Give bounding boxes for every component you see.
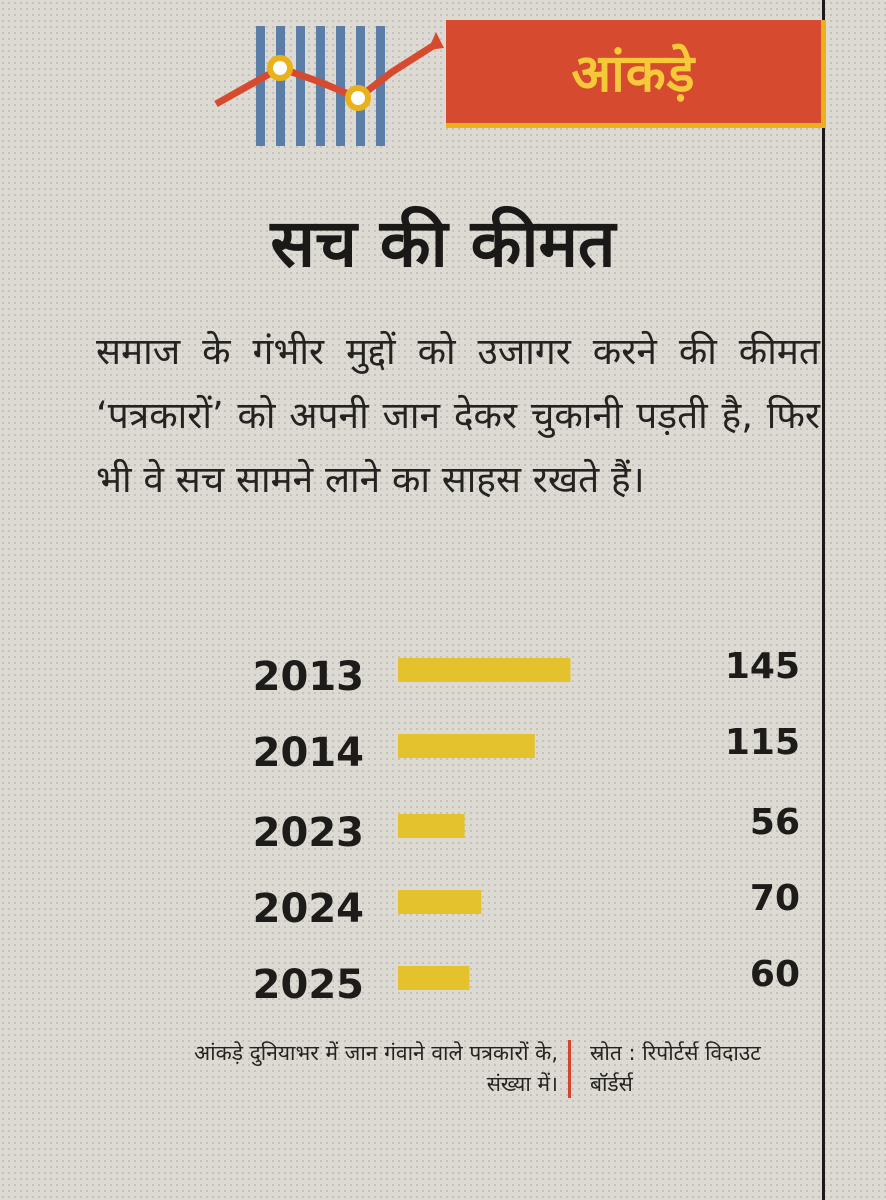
section-tag: आंकड़े [446, 20, 826, 128]
value-label: 60 [750, 954, 800, 995]
footer-divider [568, 1040, 571, 1098]
value-label: 70 [750, 878, 800, 919]
source-credit: स्रोत : रिपोर्टर्स विदाउट बॉर्डर्स [590, 1041, 761, 1096]
year-label: 2025 [253, 962, 364, 1008]
chart-footnote: आंकड़े दुनियाभर में जान गंवाने वाले पत्र… [194, 1041, 558, 1096]
bar [398, 966, 470, 990]
year-label: 2024 [253, 886, 364, 932]
value-label: 56 [750, 802, 800, 843]
year-label: 2023 [253, 810, 364, 856]
bar [398, 658, 571, 682]
value-label: 115 [725, 722, 800, 763]
headline: सच की कीमत [270, 205, 616, 282]
trend-chart-icon [208, 18, 448, 158]
year-label: 2013 [253, 654, 364, 700]
intro-paragraph: समाज के गंभीर मुद्दों को उजागर करने की क… [96, 330, 820, 501]
section-tag-label: आंकड़े [571, 43, 696, 104]
column-rule [822, 0, 825, 1200]
bar [398, 890, 482, 914]
bar [398, 734, 535, 758]
bar [398, 814, 465, 838]
year-label: 2014 [253, 730, 364, 776]
value-label: 145 [725, 646, 800, 687]
